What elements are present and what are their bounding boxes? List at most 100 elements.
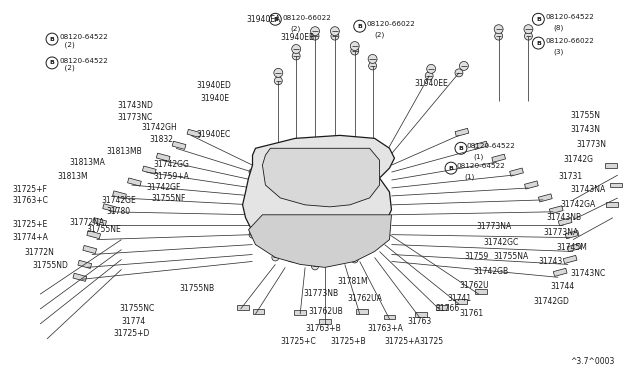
Text: 31725+D: 31725+D (113, 329, 150, 338)
Circle shape (445, 162, 457, 174)
Polygon shape (78, 260, 92, 269)
Text: 31763+C: 31763+C (12, 196, 48, 205)
Text: 31940EC: 31940EC (196, 131, 230, 140)
Text: 31755NE: 31755NE (87, 225, 122, 234)
Circle shape (381, 196, 388, 203)
Circle shape (425, 72, 433, 80)
Polygon shape (294, 310, 306, 315)
Polygon shape (73, 273, 86, 281)
Polygon shape (563, 256, 577, 263)
Text: (2): (2) (290, 25, 300, 32)
Polygon shape (187, 129, 201, 138)
Polygon shape (156, 153, 170, 161)
Text: 31940EA: 31940EA (246, 15, 281, 24)
Text: 31813M: 31813M (57, 172, 88, 181)
Text: 31763: 31763 (407, 317, 431, 326)
Circle shape (351, 47, 358, 55)
Text: 31725: 31725 (419, 337, 444, 346)
Text: 31755N: 31755N (570, 110, 600, 119)
Text: 31773NB: 31773NB (303, 289, 339, 298)
Text: 31744: 31744 (550, 282, 575, 291)
Text: (1): (1) (464, 173, 474, 180)
Text: 08120-64522
  (2): 08120-64522 (2) (60, 58, 109, 71)
Text: 31763+A: 31763+A (367, 324, 403, 333)
Text: B: B (49, 60, 54, 65)
Text: 31940E: 31940E (201, 94, 230, 103)
Text: 31773NC: 31773NC (118, 113, 153, 122)
Text: B: B (458, 146, 463, 151)
Polygon shape (172, 141, 186, 150)
Polygon shape (248, 215, 392, 267)
Circle shape (524, 25, 533, 33)
Circle shape (348, 201, 355, 208)
Polygon shape (474, 141, 488, 150)
Circle shape (378, 152, 385, 159)
Text: 31742GD: 31742GD (533, 297, 569, 306)
Polygon shape (113, 191, 126, 199)
Circle shape (381, 221, 388, 228)
Text: (1): (1) (474, 153, 484, 160)
Text: 31755NF: 31755NF (151, 194, 186, 203)
Circle shape (351, 256, 358, 263)
Circle shape (274, 68, 283, 77)
Text: 31761: 31761 (459, 309, 483, 318)
Circle shape (311, 32, 319, 40)
Circle shape (346, 140, 353, 147)
Text: 31725+A: 31725+A (385, 337, 420, 346)
Text: 31762UA: 31762UA (348, 294, 383, 303)
Circle shape (275, 77, 282, 85)
Polygon shape (525, 181, 538, 189)
Text: 08120-64522: 08120-64522 (545, 14, 594, 20)
Polygon shape (558, 218, 572, 226)
Text: 31766: 31766 (435, 304, 460, 313)
Polygon shape (455, 128, 469, 137)
Circle shape (269, 13, 282, 25)
Text: 08120-64522: 08120-64522 (467, 143, 516, 149)
Polygon shape (554, 268, 567, 276)
Text: 31763+B: 31763+B (305, 324, 341, 333)
Text: 31940EB: 31940EB (280, 33, 314, 42)
Circle shape (346, 221, 353, 228)
Text: 31741: 31741 (447, 294, 471, 303)
Text: 31759+A: 31759+A (153, 172, 189, 181)
Text: B: B (49, 36, 54, 42)
Text: 31743NA: 31743NA (570, 185, 605, 194)
Circle shape (460, 61, 468, 70)
Text: 31780: 31780 (107, 207, 131, 216)
Polygon shape (319, 320, 331, 324)
Circle shape (350, 42, 359, 51)
Circle shape (292, 45, 301, 54)
Text: 31731: 31731 (558, 172, 582, 181)
Text: 31755ND: 31755ND (32, 262, 68, 270)
Circle shape (495, 32, 502, 40)
Text: ^3.7^0003: ^3.7^0003 (570, 357, 614, 366)
Polygon shape (455, 299, 467, 304)
Circle shape (494, 25, 503, 33)
Polygon shape (565, 231, 579, 239)
Text: 08120-66022: 08120-66022 (545, 38, 594, 44)
Text: 08120-64522
  (2): 08120-64522 (2) (60, 34, 109, 48)
Text: 31781M: 31781M (338, 277, 369, 286)
Text: 31762U: 31762U (459, 281, 488, 290)
Text: 31742GC: 31742GC (484, 238, 519, 247)
Circle shape (532, 37, 544, 49)
Polygon shape (383, 315, 396, 320)
Polygon shape (102, 204, 116, 212)
Text: (3): (3) (553, 48, 563, 55)
Polygon shape (538, 194, 552, 202)
Text: 31759: 31759 (464, 253, 488, 262)
Circle shape (249, 231, 256, 238)
Text: 31742GG: 31742GG (153, 160, 189, 169)
Polygon shape (243, 135, 394, 264)
Circle shape (312, 263, 319, 270)
Text: 31742GA: 31742GA (560, 200, 595, 209)
Circle shape (354, 20, 365, 32)
Circle shape (455, 142, 467, 154)
Text: B: B (449, 166, 454, 171)
Text: 31755NC: 31755NC (120, 304, 155, 313)
Text: B: B (536, 41, 541, 46)
Text: 31940EE: 31940EE (414, 79, 448, 88)
Circle shape (46, 33, 58, 45)
Text: 31742G: 31742G (563, 155, 593, 164)
Text: 31742GE: 31742GE (102, 196, 136, 205)
